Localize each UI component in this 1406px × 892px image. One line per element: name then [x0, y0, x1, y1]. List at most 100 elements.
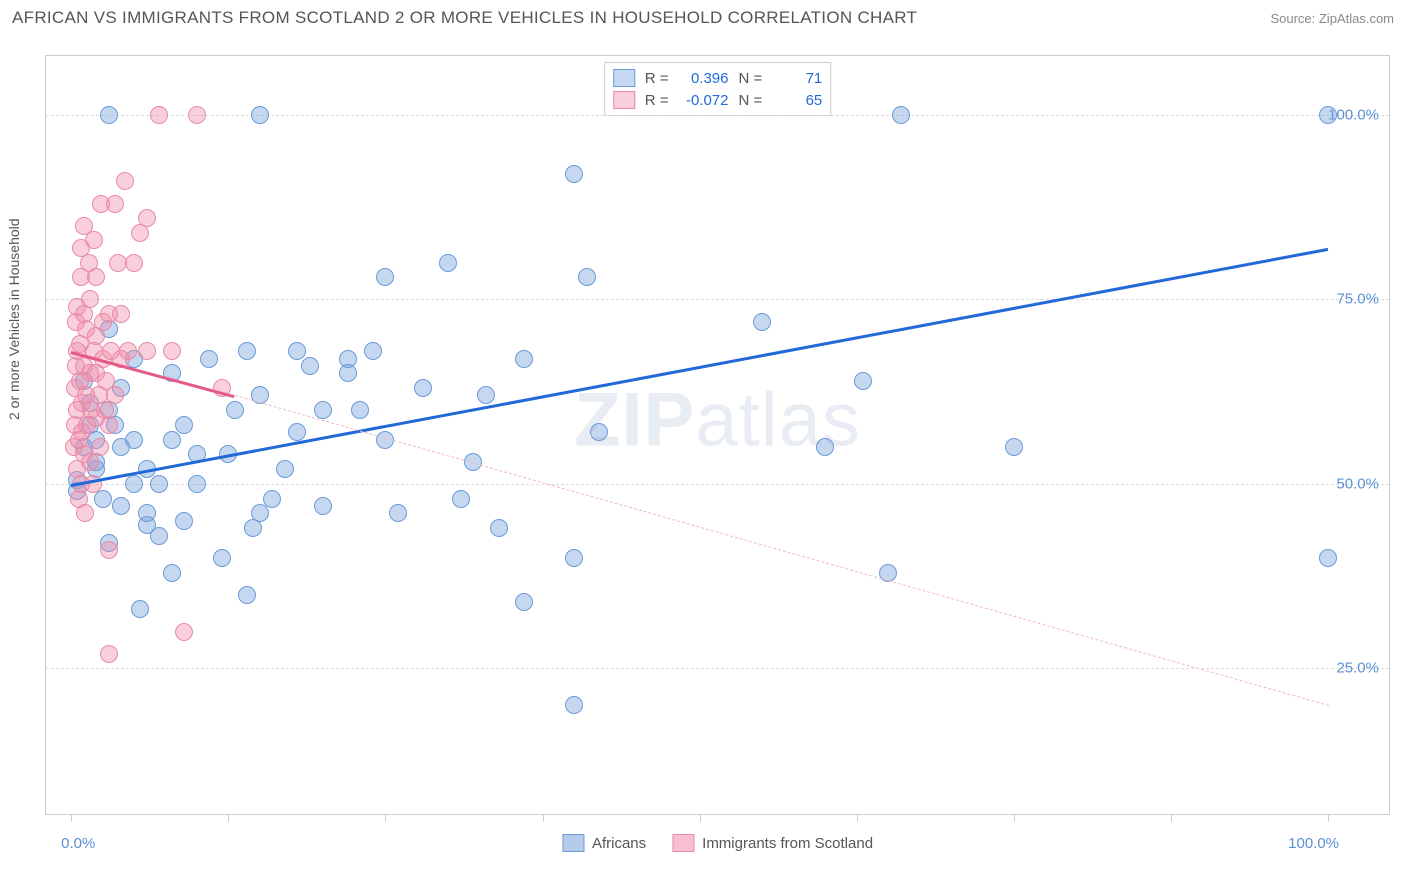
legend-item-1: Immigrants from Scotland	[672, 834, 873, 852]
data-point	[288, 342, 306, 360]
legend-swatch-0	[613, 69, 635, 87]
data-point	[816, 438, 834, 456]
y-axis-label: 2 or more Vehicles in Household	[6, 218, 22, 420]
x-axis-max-label: 100.0%	[1288, 835, 1339, 852]
data-point	[150, 527, 168, 545]
x-tick	[1328, 814, 1329, 822]
data-point	[314, 497, 332, 515]
data-point	[100, 541, 118, 559]
x-tick	[857, 814, 858, 822]
data-point	[119, 342, 137, 360]
data-point	[175, 512, 193, 530]
data-point	[109, 254, 127, 272]
x-tick	[700, 814, 701, 822]
legend-item-0: Africans	[562, 834, 646, 852]
r-value-0: 0.396	[675, 70, 729, 87]
data-point	[138, 209, 156, 227]
data-point	[106, 195, 124, 213]
data-point	[753, 313, 771, 331]
data-point	[125, 431, 143, 449]
n-value-1: 65	[768, 92, 822, 109]
data-point	[251, 504, 269, 522]
data-point	[112, 305, 130, 323]
data-point	[1319, 549, 1337, 567]
data-point	[87, 268, 105, 286]
data-point	[175, 416, 193, 434]
y-tick-label: 50.0%	[1336, 475, 1379, 492]
data-point	[100, 106, 118, 124]
data-point	[163, 431, 181, 449]
data-point	[200, 350, 218, 368]
data-point	[150, 106, 168, 124]
legend-row-series-0: R = 0.396 N = 71	[613, 67, 823, 89]
data-point	[76, 504, 94, 522]
data-point	[125, 475, 143, 493]
data-point	[351, 401, 369, 419]
data-point	[100, 645, 118, 663]
data-point	[854, 372, 872, 390]
data-point	[590, 423, 608, 441]
x-tick	[228, 814, 229, 822]
data-point	[376, 268, 394, 286]
trend-line	[71, 248, 1329, 487]
legend-label-0: Africans	[592, 835, 646, 852]
data-point	[91, 438, 109, 456]
data-point	[94, 490, 112, 508]
data-point	[163, 342, 181, 360]
data-point	[314, 401, 332, 419]
data-point	[439, 254, 457, 272]
data-point	[414, 379, 432, 397]
n-label: N =	[739, 70, 763, 87]
data-point	[175, 623, 193, 641]
data-point	[892, 106, 910, 124]
data-point	[477, 386, 495, 404]
data-point	[138, 504, 156, 522]
data-point	[301, 357, 319, 375]
gridline	[46, 115, 1389, 116]
r-value-1: -0.072	[675, 92, 729, 109]
legend-row-series-1: R = -0.072 N = 65	[613, 89, 823, 111]
data-point	[565, 165, 583, 183]
data-point	[125, 254, 143, 272]
gridline	[46, 484, 1389, 485]
data-point	[263, 490, 281, 508]
data-point	[565, 696, 583, 714]
data-point	[578, 268, 596, 286]
data-point	[515, 350, 533, 368]
legend-swatch-scotland	[672, 834, 694, 852]
data-point	[276, 460, 294, 478]
trend-line	[234, 395, 1328, 706]
data-point	[188, 475, 206, 493]
data-point	[131, 600, 149, 618]
data-point	[238, 586, 256, 604]
data-point	[364, 342, 382, 360]
title-bar: AFRICAN VS IMMIGRANTS FROM SCOTLAND 2 OR…	[12, 8, 1394, 28]
correlation-legend: R = 0.396 N = 71 R = -0.072 N = 65	[604, 62, 832, 116]
data-point	[389, 504, 407, 522]
scatter-plot-area: ZIPatlas R = 0.396 N = 71 R = -0.072 N =…	[45, 55, 1390, 815]
data-point	[138, 342, 156, 360]
r-label: R =	[645, 92, 669, 109]
data-point	[81, 290, 99, 308]
n-value-0: 71	[768, 70, 822, 87]
data-point	[1319, 106, 1337, 124]
n-label: N =	[739, 92, 763, 109]
gridline	[46, 668, 1389, 669]
data-point	[515, 593, 533, 611]
data-point	[288, 423, 306, 441]
data-point	[251, 106, 269, 124]
legend-label-1: Immigrants from Scotland	[702, 835, 873, 852]
data-point	[452, 490, 470, 508]
source-attribution: Source: ZipAtlas.com	[1270, 11, 1394, 26]
legend-swatch-africans	[562, 834, 584, 852]
data-point	[339, 350, 357, 368]
data-point	[150, 475, 168, 493]
data-point	[116, 172, 134, 190]
data-point	[213, 549, 231, 567]
y-tick-label: 75.0%	[1336, 291, 1379, 308]
data-point	[100, 416, 118, 434]
data-point	[106, 386, 124, 404]
data-point	[1005, 438, 1023, 456]
series-legend: Africans Immigrants from Scotland	[562, 834, 873, 852]
r-label: R =	[645, 70, 669, 87]
